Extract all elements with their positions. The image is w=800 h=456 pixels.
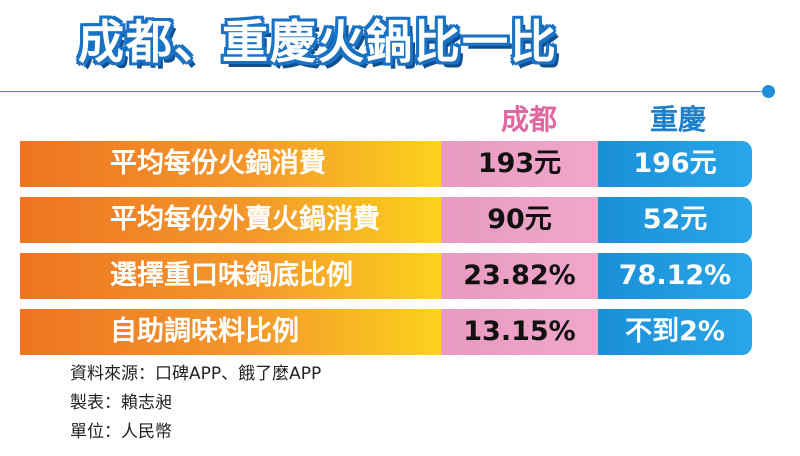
table-row: 平均每份外賣火鍋消費 90元 52元 bbox=[20, 197, 752, 243]
chongqing-value: 不到2% bbox=[598, 309, 752, 355]
unit-note: 單位：人民幣 bbox=[70, 422, 172, 442]
chongqing-value: 52元 bbox=[598, 197, 752, 243]
chongqing-value: 78.12% bbox=[598, 253, 752, 299]
row-label: 自助調味料比例 bbox=[20, 309, 441, 355]
row-label: 平均每份火鍋消費 bbox=[20, 141, 441, 187]
column-header-chengdu: 成都 bbox=[500, 103, 557, 136]
column-header-chongqing: 重慶 bbox=[649, 103, 706, 136]
chengdu-value: 90元 bbox=[441, 197, 598, 243]
source-note: 資料來源：口碑APP、餓了麼APP bbox=[70, 364, 322, 384]
title-divider bbox=[0, 91, 768, 92]
comparison-table: 平均每份火鍋消費 193元 196元 平均每份外賣火鍋消費 90元 52元 選擇… bbox=[20, 141, 752, 365]
chongqing-value: 196元 bbox=[598, 141, 752, 187]
chengdu-value: 13.15% bbox=[441, 309, 598, 355]
footnotes: 資料來源：口碑APP、餓了麼APP 製表：賴志昶 單位：人民幣 bbox=[70, 360, 321, 447]
table-row: 自助調味料比例 13.15% 不到2% bbox=[20, 309, 752, 355]
divider-dot bbox=[762, 85, 775, 98]
chengdu-value: 193元 bbox=[441, 141, 598, 187]
table-row: 選擇重口味鍋底比例 23.82% 78.12% bbox=[20, 253, 752, 299]
row-label: 平均每份外賣火鍋消費 bbox=[20, 197, 441, 243]
chengdu-value: 23.82% bbox=[441, 253, 598, 299]
table-row: 平均每份火鍋消費 193元 196元 bbox=[20, 141, 752, 187]
row-label: 選擇重口味鍋底比例 bbox=[20, 253, 441, 299]
infographic-title: 成都、重慶火鍋比一比 bbox=[78, 15, 558, 69]
maker-note: 製表：賴志昶 bbox=[70, 393, 172, 413]
